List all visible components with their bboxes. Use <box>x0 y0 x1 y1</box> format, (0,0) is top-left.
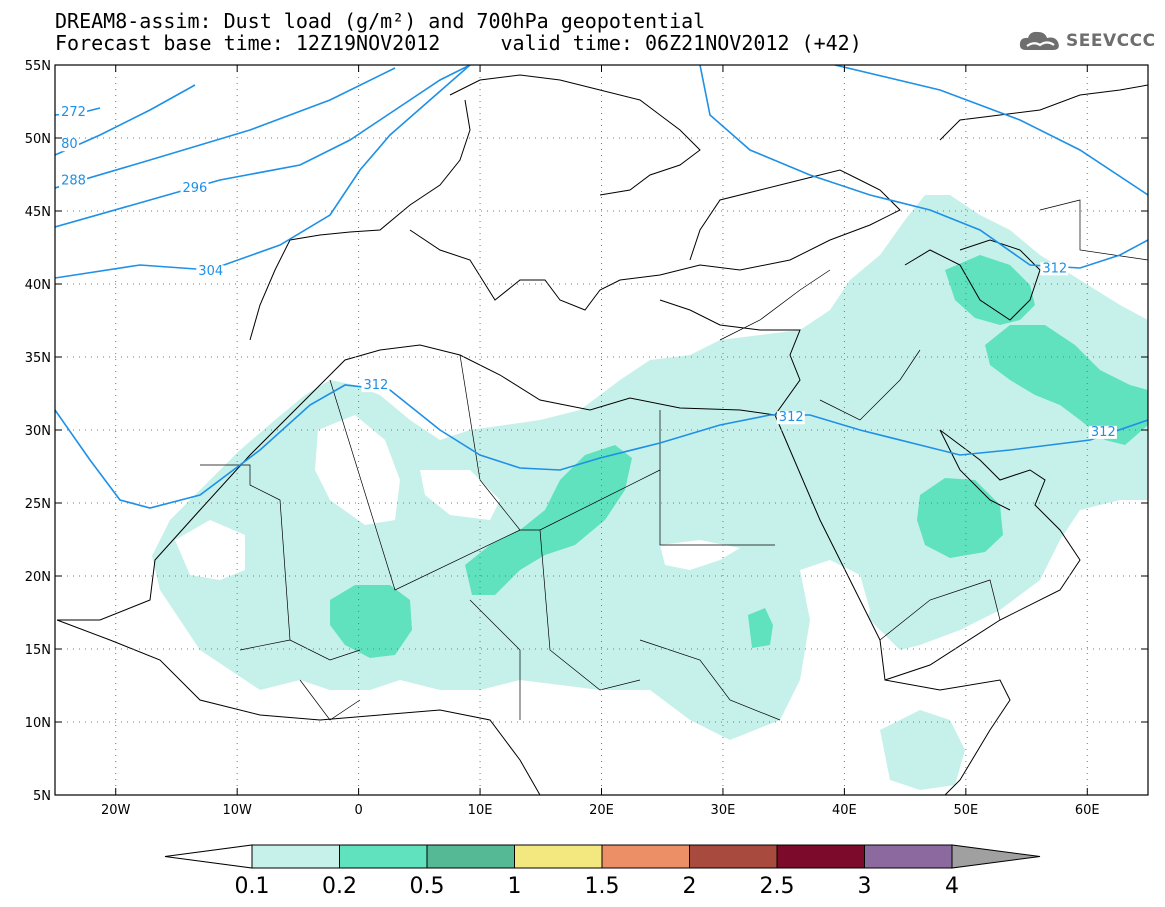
lat-tick-label: 10N <box>25 716 51 731</box>
colorbar-segment <box>514 844 603 869</box>
contour-label: 312 <box>1091 425 1116 440</box>
colorbar-level-label: 0.5 <box>410 874 445 899</box>
lat-tick-label: 25N <box>25 497 51 512</box>
graticule <box>55 65 1148 795</box>
lon-tick-label: 20W <box>101 803 131 818</box>
colorbar-level-label: 3 <box>858 874 872 899</box>
seevccc-logo: SEEVCCC <box>1018 26 1156 56</box>
lon-tick-label: 60E <box>1075 803 1100 818</box>
lon-tick-label: 20E <box>589 803 614 818</box>
contour-label: 304 <box>198 264 223 279</box>
lon-tick-label: 30E <box>711 803 736 818</box>
contour-label-bg <box>180 182 209 196</box>
contour-label: 296 <box>183 181 208 196</box>
lat-tick-label: 5N <box>33 789 51 804</box>
colorbar-segment <box>776 844 865 869</box>
colorbar-level-label: 0.2 <box>322 874 357 899</box>
colorbar-segment <box>864 844 953 869</box>
contour-label-bg <box>1040 262 1069 276</box>
contour-label-bg <box>59 106 88 120</box>
lat-tick-label: 55N <box>25 59 51 74</box>
forecast-time-line: Forecast base time: 12Z19NOV2012 valid t… <box>55 31 862 55</box>
colorbar-level-label: 2.5 <box>760 874 795 899</box>
colorbar-segment <box>689 844 778 869</box>
contour-label-bg <box>59 174 88 188</box>
dust-shading-medium <box>330 255 1148 658</box>
country-borders <box>200 199 1148 721</box>
contour-label-bg <box>1088 425 1117 439</box>
contour-label-bg <box>196 265 225 279</box>
colorbar-segment <box>339 844 428 869</box>
colorbar-level-label: 2 <box>683 874 697 899</box>
lat-tick-label: 35N <box>25 351 51 366</box>
lat-tick-label: 20N <box>25 570 51 585</box>
lon-tick-label: 10E <box>468 803 493 818</box>
contour-label: 80 <box>61 137 78 152</box>
contour-label: 288 <box>61 174 86 189</box>
coastlines <box>56 74 1148 795</box>
lat-tick-label: 30N <box>25 424 51 439</box>
contour-label-bg <box>59 138 80 152</box>
geopotential-contours <box>55 65 1148 509</box>
lon-tick-label: 40E <box>832 803 857 818</box>
colorbar-segment <box>251 844 340 869</box>
colorbar-under-arrow <box>164 844 253 869</box>
colorbar-segment <box>601 844 690 869</box>
contour-label: 272 <box>61 105 86 120</box>
lon-tick-label: 10W <box>222 803 252 818</box>
contour-label: 312 <box>1042 261 1067 276</box>
colorbar-over-arrow <box>951 844 1041 869</box>
lat-tick-label: 50N <box>25 132 51 147</box>
contour-label: 312 <box>779 410 804 425</box>
colorbar-level-label: 0.1 <box>235 874 270 899</box>
lat-tick-label: 40N <box>25 278 51 293</box>
contour-label-bg <box>361 379 390 393</box>
colorbar-level-label: 1.5 <box>585 874 620 899</box>
logo-text: SEEVCCC <box>1066 31 1156 51</box>
lon-tick-label: 0 <box>354 803 362 818</box>
lon-tick-label: 50E <box>953 803 978 818</box>
axis-ticks: 20W 10W 0 10E 20E 30E 40E 50E 60E 55N 50N 45N 40N 35N… <box>25 59 1148 818</box>
lat-tick-label: 15N <box>25 643 51 658</box>
lat-tick-label: 45N <box>25 205 51 220</box>
contour-label: 312 <box>363 378 388 393</box>
colorbar-level-label: 1 <box>508 874 522 899</box>
contour-label-bg <box>776 411 805 425</box>
colorbar-level-label: 4 <box>945 874 959 899</box>
contour-labels: 272 80 288 296 304 312 312 312 312 <box>59 105 1117 440</box>
dust-load-colorbar: 0.1 0.2 0.5 1 1.5 2 2.5 3 4 <box>164 844 1041 899</box>
colorbar-segment <box>426 844 515 869</box>
map-title: DREAM8-assim: Dust load (g/m²) and 700hP… <box>55 9 706 33</box>
cloud-icon <box>1019 31 1059 50</box>
